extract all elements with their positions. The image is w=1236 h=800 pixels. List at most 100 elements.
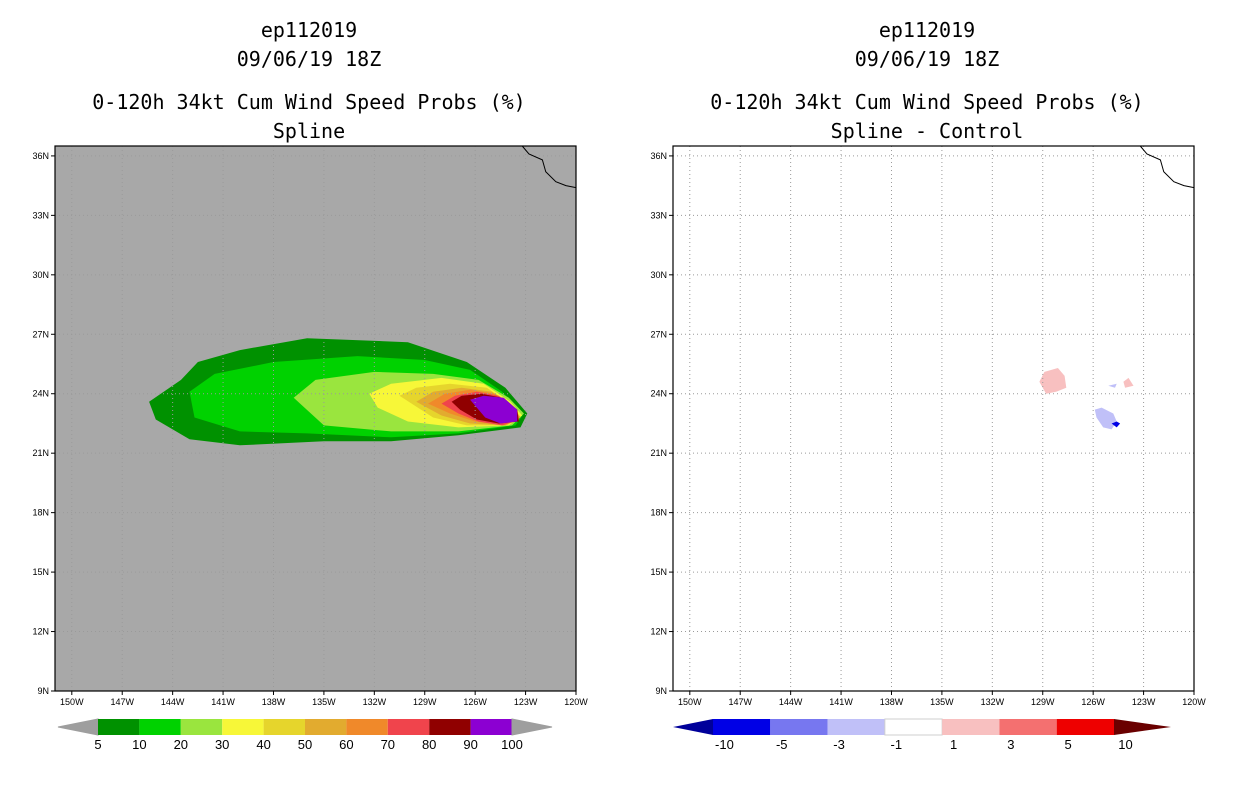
- colorbar-swatch: [1056, 719, 1114, 735]
- colorbar-label: -10: [715, 737, 734, 752]
- left-panel: ep112019 09/06/19 18Z 0-120h 34kt Cum Wi…: [0, 16, 618, 752]
- coastline: [521, 145, 577, 189]
- colorbar-swatch: [98, 719, 140, 735]
- gridlines: [673, 146, 1195, 692]
- colorbar-swatch: [770, 719, 828, 735]
- lat-label: 36N: [32, 151, 49, 161]
- lat-label: 21N: [32, 448, 49, 458]
- lat-label: 36N: [650, 151, 667, 161]
- lat-label: 12N: [650, 627, 667, 637]
- map-frame: [672, 145, 1195, 692]
- right-panel: ep112019 09/06/19 18Z 0-120h 34kt Cum Wi…: [618, 0, 1236, 800]
- lon-label: 123W: [514, 697, 538, 707]
- colorbar-swatch: [827, 719, 885, 735]
- colorbar-label: 40: [256, 737, 270, 752]
- lon-label: 126W: [1081, 697, 1105, 707]
- colorbar-label: 80: [422, 737, 436, 752]
- right-title: 0-120h 34kt Cum Wind Speed Probs (%) Spl…: [618, 88, 1236, 146]
- colorbar-label: -5: [776, 737, 788, 752]
- colorbar-swatch: [884, 718, 943, 736]
- contour-level-1: [1123, 377, 1134, 388]
- colorbar: -10 -5 -3 -1 1 3 5 10: [673, 718, 1171, 752]
- colorbar-swatch: [470, 719, 512, 735]
- lat-label: 30N: [650, 270, 667, 280]
- colorbar-label: 30: [215, 737, 229, 752]
- colorbar-swatch: [263, 719, 305, 735]
- lon-label: 144W: [161, 697, 185, 707]
- lat-label: 33N: [650, 210, 667, 220]
- lon-label: 132W: [363, 697, 387, 707]
- lon-label: 129W: [413, 697, 437, 707]
- coastline: [1139, 145, 1195, 189]
- colorbar-label: 5: [1065, 737, 1072, 752]
- contour-level-1: [1039, 368, 1067, 394]
- lon-label: 120W: [1182, 697, 1206, 707]
- map-background: [673, 146, 1194, 691]
- left-title: 0-120h 34kt Cum Wind Speed Probs (%) Spl…: [0, 88, 618, 146]
- left-title-text: 0-120h 34kt Cum Wind Speed Probs (%): [92, 90, 526, 114]
- left-map: 36N 33N 30N 27N 24N 21N 18N 15N 12N 9N 150W 147W 144…: [32, 145, 588, 752]
- lat-label: 18N: [32, 508, 49, 518]
- colorbar-label: 90: [463, 737, 477, 752]
- colorbar-swatch: [222, 719, 264, 735]
- colorbar-swatch: [139, 719, 181, 735]
- contour-level--1: [1108, 383, 1117, 388]
- lat-label: 9N: [37, 686, 49, 696]
- lon-label: 141W: [211, 697, 235, 707]
- contour-layer: [1039, 368, 1134, 430]
- colorbar-label: 1: [950, 737, 957, 752]
- lon-label: 144W: [779, 697, 803, 707]
- colorbar: 5 10 20 30 40 50 60 70 80 90 100: [57, 718, 553, 752]
- lon-label: 132W: [981, 697, 1005, 707]
- lat-label: 27N: [650, 329, 667, 339]
- colorbar-label: 100: [501, 737, 523, 752]
- colorbar-swatch: [180, 719, 223, 735]
- colorbar-swatch: [942, 719, 1000, 735]
- colorbar-label: 20: [174, 737, 188, 752]
- colorbar-under-arrow: [57, 718, 99, 736]
- colorbar-label: 50: [298, 737, 312, 752]
- lon-label: 123W: [1132, 697, 1156, 707]
- lon-label: 135W: [312, 697, 336, 707]
- lat-label: 15N: [650, 567, 667, 577]
- lon-label: 147W: [110, 697, 134, 707]
- lat-label: 12N: [32, 627, 49, 637]
- right-subtitle: Spline - Control: [830, 119, 1024, 143]
- map-frame: [54, 145, 577, 692]
- lon-label: 126W: [463, 697, 487, 707]
- contour-level--1: [1094, 407, 1117, 430]
- lon-label: 138W: [880, 697, 904, 707]
- lat-label: 9N: [655, 686, 667, 696]
- lon-label: 120W: [564, 697, 588, 707]
- colorbar-over-arrow: [511, 718, 553, 736]
- left-storm-id: ep112019: [260, 18, 358, 42]
- lat-label: 24N: [32, 389, 49, 399]
- colorbar-label: 60: [339, 737, 353, 752]
- left-header: ep112019 09/06/19 18Z: [0, 16, 618, 74]
- colorbar-label: 5: [94, 737, 101, 752]
- colorbar-label: 10: [1118, 737, 1132, 752]
- lat-label: 33N: [32, 210, 49, 220]
- colorbar-under-arrow: [673, 719, 713, 735]
- lon-label: 150W: [678, 697, 702, 707]
- lat-label: 15N: [32, 567, 49, 577]
- left-date: 09/06/19 18Z: [236, 47, 382, 71]
- lat-label: 27N: [32, 329, 49, 339]
- colorbar-label: -3: [833, 737, 845, 752]
- colorbar-label: 3: [1007, 737, 1014, 752]
- colorbar-swatch: [346, 719, 388, 735]
- lat-label: 21N: [650, 448, 667, 458]
- left-subtitle: Spline: [272, 119, 346, 143]
- lon-label: 129W: [1031, 697, 1055, 707]
- colorbar-swatch: [387, 719, 430, 735]
- right-date: 09/06/19 18Z: [854, 47, 1000, 71]
- lon-label: 138W: [262, 697, 286, 707]
- lat-label: 18N: [650, 508, 667, 518]
- contour-level--10: [1111, 421, 1121, 428]
- lat-label: 24N: [650, 389, 667, 399]
- colorbar-label: -1: [891, 737, 903, 752]
- right-map: 36N 33N 30N 27N 24N 21N 18N 15N 12N 9N 150W 147W 144…: [650, 145, 1206, 752]
- lon-label: 141W: [829, 697, 853, 707]
- colorbar-label: 70: [381, 737, 395, 752]
- colorbar-label: 10: [132, 737, 146, 752]
